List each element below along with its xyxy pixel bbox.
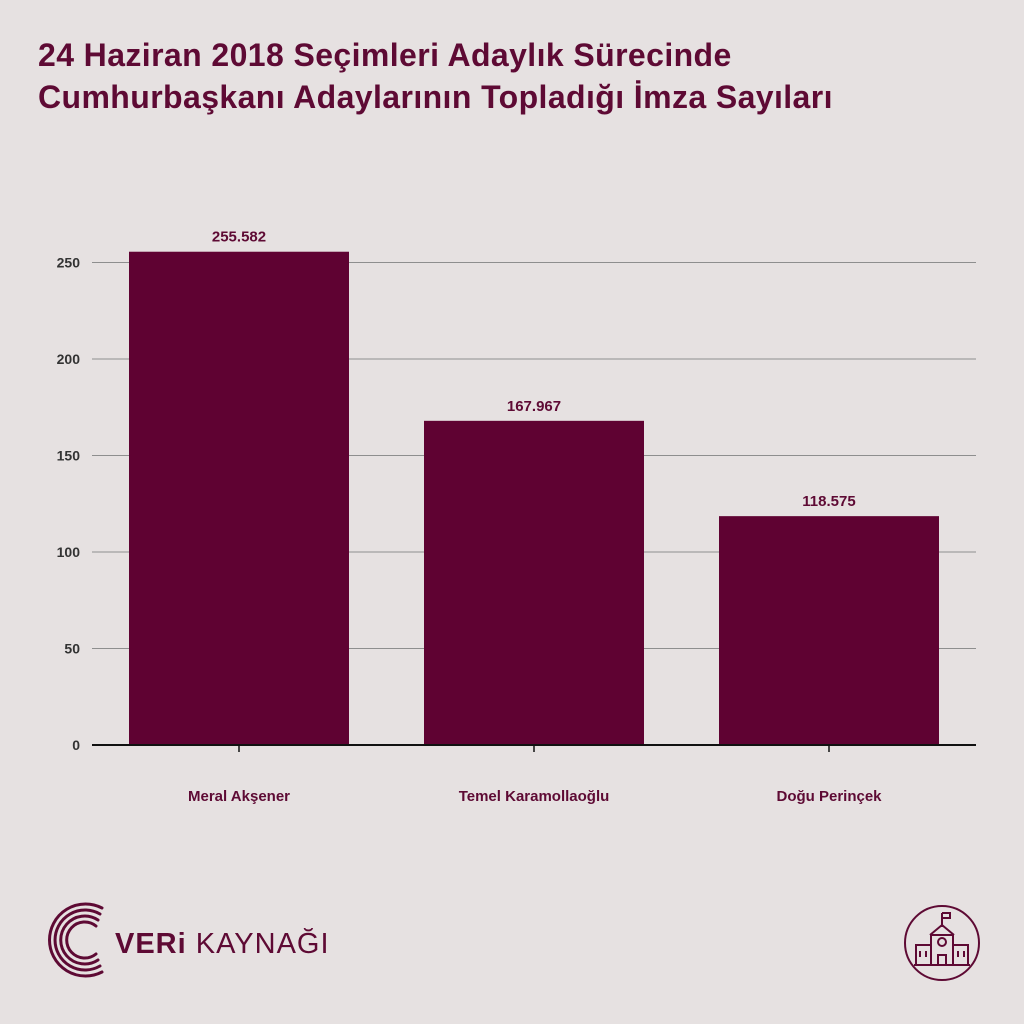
bar — [719, 516, 939, 745]
y-axis-ticks: 0 50 100 150 200 250 — [57, 255, 81, 754]
x-tick-label: Temel Karamollaoğlu — [459, 788, 610, 805]
y-tick-label: 50 — [64, 641, 80, 657]
y-tick-label: 250 — [57, 255, 81, 271]
radio-arcs-icon — [48, 902, 104, 978]
chart-title-line-1: 24 Haziran 2018 Seçimleri Adaylık Süreci… — [38, 37, 732, 73]
y-tick-label: 0 — [72, 737, 80, 753]
y-tick-label: 150 — [57, 448, 81, 464]
data-labels: 255.582 167.967 118.575 — [212, 229, 856, 510]
x-tick-label: Meral Akşener — [188, 788, 290, 805]
logo-text-light: KAYNAĞI — [195, 928, 330, 960]
logo-wordmark: VERi KAYNAĞI — [115, 928, 330, 961]
data-label: 167.967 — [507, 398, 561, 415]
x-tick-label: Doğu Perinçek — [776, 788, 882, 805]
y-tick-label: 200 — [57, 351, 81, 367]
veri-kaynagi-logo: VERi KAYNAĞI — [40, 900, 340, 980]
data-label: 255.582 — [212, 229, 266, 246]
chart-title-line-2: Cumhurbaşkanı Adaylarının Topladığı İmza… — [38, 79, 833, 115]
bar-chart: 0 50 100 150 200 250 255.582 167.967 118.575 Me… — [57, 229, 976, 805]
x-axis-ticks: Meral Akşener Temel Karamollaoğlu Doğu Per… — [188, 745, 882, 805]
bar — [129, 251, 349, 745]
school-building-icon — [904, 905, 980, 981]
bars — [129, 251, 939, 745]
logo-text-bold: VERi — [115, 928, 187, 960]
data-label: 118.575 — [802, 493, 855, 510]
bar — [424, 420, 644, 745]
chart-title: 24 Haziran 2018 Seçimleri Adaylık Süreci… — [38, 34, 998, 118]
y-tick-label: 100 — [57, 544, 81, 560]
